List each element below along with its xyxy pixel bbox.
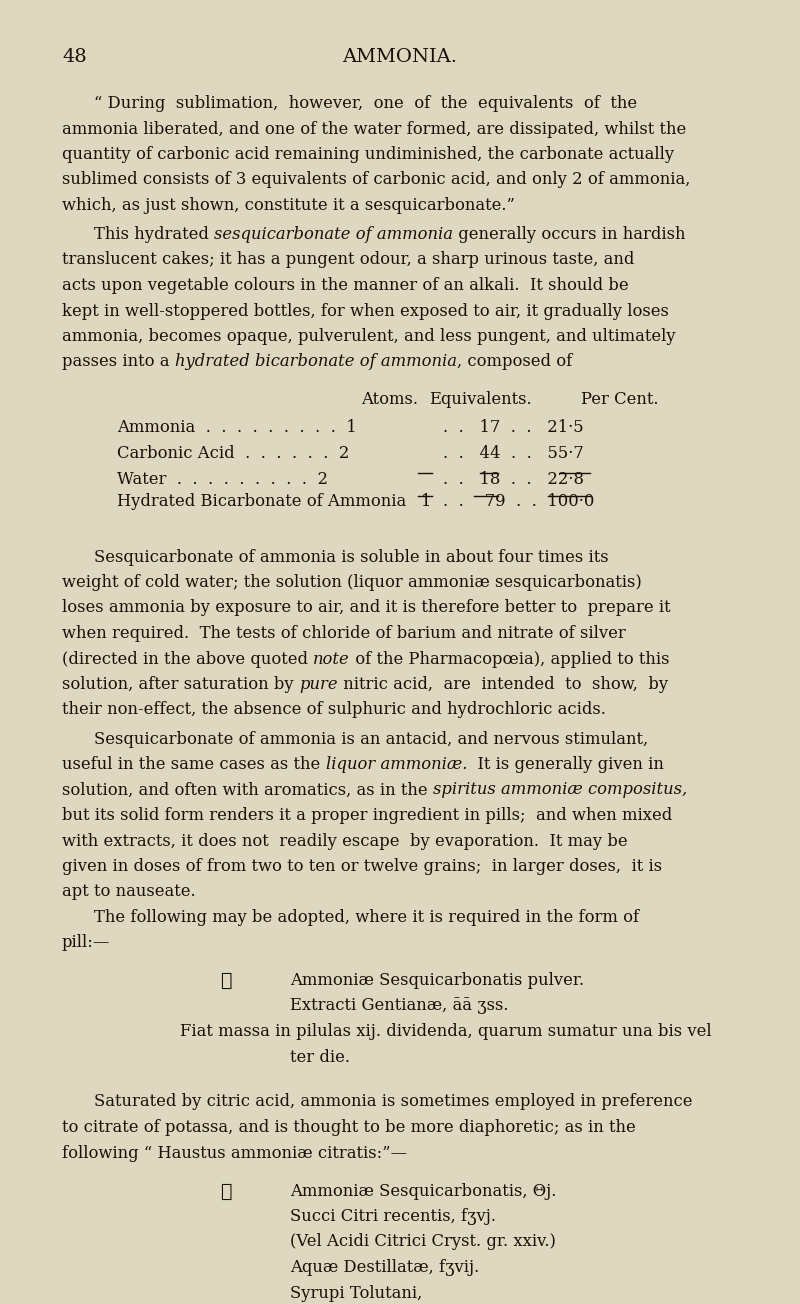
Text: Sesquicarbonate of ammonia is soluble in about four times its: Sesquicarbonate of ammonia is soluble in…: [94, 549, 609, 566]
Text: 1: 1: [420, 493, 430, 510]
Text: Extracti Gentianæ, āā ʒss.: Extracti Gentianæ, āā ʒss.: [290, 998, 509, 1015]
Text: weight of cold water; the solution (liquor ammoniæ sesquicarbonatis): weight of cold water; the solution (liqu…: [62, 574, 642, 591]
Text: Aquæ Destillatæ, fʒvij.: Aquæ Destillatæ, fʒvij.: [290, 1258, 479, 1277]
Text: solution, and often with aromatics, as in the: solution, and often with aromatics, as i…: [62, 781, 433, 798]
Text: Ammonia  .  .  .  .  .  .  .  .  .  1: Ammonia . . . . . . . . . 1: [117, 420, 357, 437]
Text: pure: pure: [299, 675, 338, 692]
Text: AMMONIA.: AMMONIA.: [342, 48, 458, 67]
Text: hydrated bicarbonate of ammonia: hydrated bicarbonate of ammonia: [174, 353, 457, 370]
Text: Ammoniæ Sesquicarbonatis pulver.: Ammoniæ Sesquicarbonatis pulver.: [290, 971, 584, 988]
Text: .  .   44  .  .   55·7: . . 44 . . 55·7: [443, 445, 584, 462]
Text: solution, after saturation by: solution, after saturation by: [62, 675, 299, 692]
Text: to citrate of potassa, and is thought to be more diaphoretic; as in the: to citrate of potassa, and is thought to…: [62, 1119, 636, 1136]
Text: This hydrated: This hydrated: [94, 226, 214, 243]
Text: ammonia liberated, and one of the water formed, are dissipated, whilst the: ammonia liberated, and one of the water …: [62, 120, 686, 137]
Text: following “ Haustus ammoniæ citratis:”—: following “ Haustus ammoniæ citratis:”—: [62, 1145, 407, 1162]
Text: .  .   17  .  .   21·5: . . 17 . . 21·5: [443, 420, 584, 437]
Text: nitric acid,  are  intended  to  show,  by: nitric acid, are intended to show, by: [338, 675, 668, 692]
Text: ammonia, becomes opaque, pulverulent, and less pungent, and ultimately: ammonia, becomes opaque, pulverulent, an…: [62, 329, 676, 346]
Text: but its solid form renders it a proper ingredient in pills;  and when mixed: but its solid form renders it a proper i…: [62, 807, 672, 824]
Text: of the Pharmacopœia), applied to this: of the Pharmacopœia), applied to this: [350, 651, 670, 668]
Text: spiritus ammoniæ compositus,: spiritus ammoniæ compositus,: [433, 781, 687, 798]
Text: translucent cakes; it has a pungent odour, a sharp urinous taste, and: translucent cakes; it has a pungent odou…: [62, 252, 634, 269]
Text: pill:—: pill:—: [62, 934, 110, 951]
Text: which, as just shown, constitute it a sesquicarbonate.”: which, as just shown, constitute it a se…: [62, 197, 515, 214]
Text: , composed of: , composed of: [457, 353, 572, 370]
Text: Ammoniæ Sesquicarbonatis, Θj.: Ammoniæ Sesquicarbonatis, Θj.: [290, 1183, 556, 1200]
Text: Carbonic Acid  .  .  .  .  .  .  2: Carbonic Acid . . . . . . 2: [117, 445, 350, 462]
Text: passes into a: passes into a: [62, 353, 174, 370]
Text: ℞: ℞: [220, 971, 231, 990]
Text: Atoms.: Atoms.: [362, 391, 418, 408]
Text: .  .   18  .  .   22·8: . . 18 . . 22·8: [443, 471, 584, 488]
Text: Water  .  .  .  .  .  .  .  .  .  2: Water . . . . . . . . . 2: [117, 471, 328, 488]
Text: quantity of carbonic acid remaining undiminished, the carbonate actually: quantity of carbonic acid remaining undi…: [62, 146, 674, 163]
Text: note: note: [314, 651, 350, 668]
Text: Per Cent.: Per Cent.: [582, 391, 658, 408]
Text: Equivalents.: Equivalents.: [429, 391, 531, 408]
Text: 48: 48: [62, 48, 86, 67]
Text: Fiat massa in pilulas xij. dividenda, quarum sumatur una bis vel: Fiat massa in pilulas xij. dividenda, qu…: [180, 1024, 712, 1041]
Text: ℞: ℞: [220, 1183, 231, 1201]
Text: when required.  The tests of chloride of barium and nitrate of silver: when required. The tests of chloride of …: [62, 625, 626, 642]
Text: liquor ammoniæ.: liquor ammoniæ.: [326, 756, 467, 773]
Text: “ During  sublimation,  however,  one  of  the  equivalents  of  the: “ During sublimation, however, one of th…: [94, 95, 637, 112]
Text: apt to nauseate.: apt to nauseate.: [62, 884, 196, 901]
Text: Hydrated Bicarbonate of Ammonia: Hydrated Bicarbonate of Ammonia: [117, 493, 406, 510]
Text: Syrupi Tolutani,: Syrupi Tolutani,: [290, 1284, 422, 1301]
Text: .  .    79  .  .  100·0: . . 79 . . 100·0: [443, 493, 594, 510]
Text: with extracts, it does not  readily escape  by evaporation.  It may be: with extracts, it does not readily escap…: [62, 832, 628, 849]
Text: loses ammonia by exposure to air, and it is therefore better to  prepare it: loses ammonia by exposure to air, and it…: [62, 600, 670, 617]
Text: The following may be adopted, where it is required in the form of: The following may be adopted, where it i…: [94, 909, 639, 926]
Text: generally occurs in hardish: generally occurs in hardish: [453, 226, 686, 243]
Text: Succi Citri recentis, fʒvj.: Succi Citri recentis, fʒvj.: [290, 1208, 496, 1224]
Text: their non-effect, the absence of sulphuric and hydrochloric acids.: their non-effect, the absence of sulphur…: [62, 702, 606, 719]
Text: (directed in the above quoted: (directed in the above quoted: [62, 651, 314, 668]
Text: ter die.: ter die.: [290, 1048, 350, 1065]
Text: kept in well-stoppered bottles, for when exposed to air, it gradually loses: kept in well-stoppered bottles, for when…: [62, 303, 669, 319]
Text: It is generally given in: It is generally given in: [467, 756, 664, 773]
Text: Saturated by citric acid, ammonia is sometimes employed in preference: Saturated by citric acid, ammonia is som…: [94, 1094, 693, 1111]
Text: sublimed consists of 3 equivalents of carbonic acid, and only 2 of ammonia,: sublimed consists of 3 equivalents of ca…: [62, 172, 690, 189]
Text: given in doses of from two to ten or twelve grains;  in larger doses,  it is: given in doses of from two to ten or twe…: [62, 858, 662, 875]
Text: acts upon vegetable colours in the manner of an alkali.  It should be: acts upon vegetable colours in the manne…: [62, 276, 629, 293]
Text: sesquicarbonate of ammonia: sesquicarbonate of ammonia: [214, 226, 453, 243]
Text: (Vel Acidi Citrici Cryst. gr. xxiv.): (Vel Acidi Citrici Cryst. gr. xxiv.): [290, 1234, 556, 1251]
Text: Sesquicarbonate of ammonia is an antacid, and nervous stimulant,: Sesquicarbonate of ammonia is an antacid…: [94, 730, 648, 747]
Text: useful in the same cases as the: useful in the same cases as the: [62, 756, 326, 773]
